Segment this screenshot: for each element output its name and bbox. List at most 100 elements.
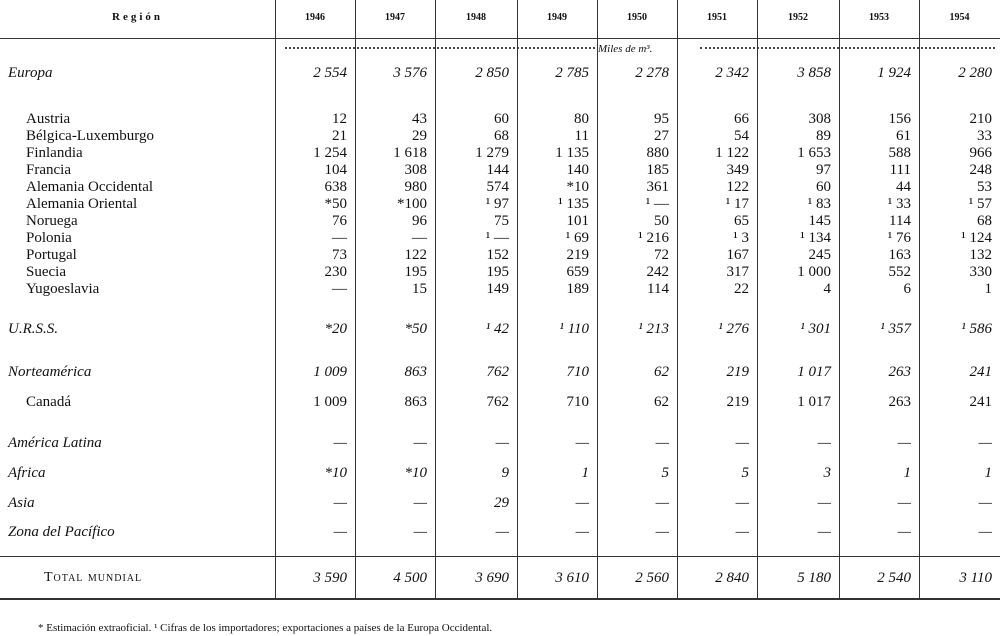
row-label: Noruega: [26, 213, 78, 229]
cell: 2 785: [555, 65, 589, 81]
cell: —: [978, 435, 992, 451]
cell: 9: [501, 465, 510, 481]
row-label: Alemania Occidental: [26, 179, 154, 195]
row-label: Suecia: [26, 264, 66, 280]
total-label: Total mundial: [44, 570, 143, 585]
cell: —: [735, 435, 749, 451]
unit: Miles de m³.: [598, 43, 653, 55]
cell: ¹ 124: [961, 230, 992, 246]
cell: *10: [404, 465, 428, 481]
cell: 149: [486, 281, 510, 297]
cell: 95: [654, 111, 669, 127]
cell: 1: [581, 465, 590, 481]
cell: 144: [486, 162, 510, 178]
cell: 880: [646, 145, 670, 161]
cell: 308: [808, 111, 832, 127]
cell: —: [333, 495, 347, 511]
cell: 966: [969, 145, 993, 161]
cell: —: [413, 495, 427, 511]
row-label: Canadá: [26, 394, 71, 410]
cell: —: [412, 230, 427, 246]
row-label: U.R.S.S.: [8, 321, 58, 337]
total-cell: 5 180: [797, 570, 831, 586]
row-label: Zona del Pacífico: [8, 524, 115, 540]
cell: 53: [977, 179, 992, 195]
cell: 5: [741, 465, 750, 481]
region-header: Región: [112, 11, 163, 23]
cell: 263: [888, 394, 912, 410]
cell: —: [817, 524, 831, 540]
cell: 6: [903, 281, 912, 297]
cell: 1: [984, 281, 993, 297]
cell: 163: [888, 247, 912, 263]
row-label: Polonia: [26, 230, 72, 246]
cell: 863: [404, 394, 428, 410]
cell: 101: [566, 213, 590, 229]
cell: ¹ 69: [565, 230, 589, 246]
cell: —: [332, 281, 347, 297]
cell: 3 858: [797, 65, 831, 81]
cell: 122: [726, 179, 750, 195]
cell: ¹ 216: [638, 230, 669, 246]
cell: 156: [888, 111, 912, 127]
cell: 54: [734, 128, 749, 144]
cell: 21: [332, 128, 347, 144]
cell: —: [413, 435, 427, 451]
column-rule: [757, 0, 758, 598]
year-header: 1948: [466, 12, 486, 23]
cell: —: [413, 524, 427, 540]
total-cell: 2 540: [877, 570, 911, 586]
cell: 248: [969, 162, 993, 178]
cell: —: [897, 524, 911, 540]
cell: 22: [734, 281, 749, 297]
cell: —: [978, 495, 992, 511]
cell: ¹ 586: [961, 321, 992, 337]
cell: —: [332, 230, 347, 246]
column-rule: [355, 0, 356, 598]
cell: —: [735, 524, 749, 540]
cell: 43: [412, 111, 427, 127]
cell: 62: [654, 394, 669, 410]
cell: 104: [324, 162, 348, 178]
row-label: Yugoeslavia: [26, 281, 100, 297]
cell: 96: [412, 213, 427, 229]
cell: 62: [654, 364, 669, 380]
cell: 245: [808, 247, 832, 263]
cell: 219: [726, 364, 750, 380]
cell: *50: [404, 321, 428, 337]
cell: —: [978, 524, 992, 540]
cell: 638: [324, 179, 348, 195]
cell: ¹ 135: [558, 196, 589, 212]
cell: 219: [566, 247, 590, 263]
cell: 1: [903, 465, 912, 481]
cell: —: [655, 524, 669, 540]
cell: 210: [969, 111, 993, 127]
cell: 1 135: [555, 145, 589, 161]
cell: 2 342: [715, 65, 749, 81]
cell: 75: [494, 213, 509, 229]
cell: 15: [412, 281, 427, 297]
total-cell: 3 610: [555, 570, 589, 586]
cell: 27: [654, 128, 669, 144]
cell: 76: [332, 213, 347, 229]
year-header: 1950: [627, 12, 647, 23]
cell: 980: [404, 179, 428, 195]
cell: 308: [404, 162, 428, 178]
cell: 185: [646, 162, 670, 178]
cell: ¹ 213: [638, 321, 669, 337]
cell: 132: [969, 247, 993, 263]
cell: 1 254: [313, 145, 347, 161]
cell: 552: [888, 264, 912, 280]
row-label: Austria: [26, 111, 71, 127]
cell: —: [575, 435, 589, 451]
cell: —: [655, 495, 669, 511]
cell: ¹ 76: [887, 230, 911, 246]
cell: 44: [896, 179, 911, 195]
cell: 3 576: [393, 65, 427, 81]
cell: ¹ 276: [718, 321, 749, 337]
cell: *10: [566, 179, 590, 195]
cell: 145: [808, 213, 832, 229]
rule: [0, 598, 1000, 600]
cell: 762: [486, 364, 510, 380]
